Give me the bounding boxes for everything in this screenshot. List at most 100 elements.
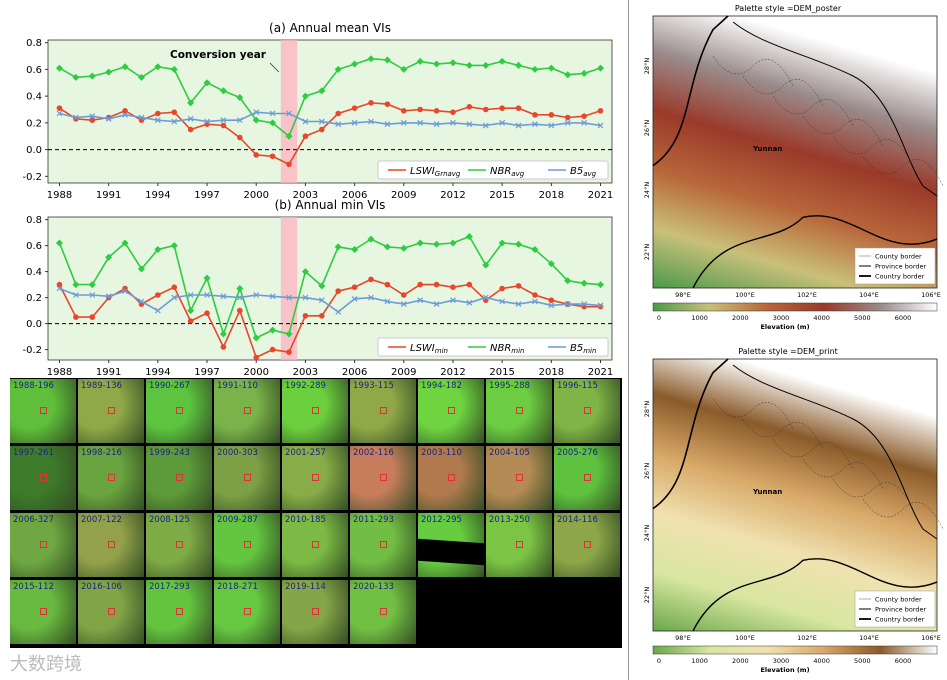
sample-marker (584, 541, 591, 548)
point-b5 (138, 298, 145, 305)
point-b5 (368, 118, 374, 125)
point-lswi (597, 108, 604, 114)
point-nbr (482, 61, 490, 69)
thumbnail-label: 2008-125 (149, 515, 190, 525)
lon-tick-label: 106°E (921, 634, 941, 642)
thumbnail-label: 1990-267 (149, 381, 190, 391)
legend-label: Country border (875, 273, 925, 281)
point-b5 (532, 298, 538, 305)
thumbnail-label: 1993-115 (353, 381, 394, 391)
point-lswi (532, 292, 538, 298)
point-b5 (286, 110, 292, 117)
series-line-lswi (59, 101, 601, 166)
point-nbr (334, 65, 342, 73)
point-lswi (302, 133, 309, 140)
point-nbr (531, 65, 539, 73)
thumbnail-label: 2016-106 (81, 582, 122, 592)
point-lswi (335, 110, 341, 117)
chart-annual-mean: (a) Annual mean VIs -0.2 0.0 0.2 0.4 0.6 0.8 19… (22, 21, 613, 201)
y-tick-label: 0.6 (26, 241, 42, 252)
sample-marker (176, 474, 183, 481)
thumbnail-tile: 2008-125 (146, 513, 212, 577)
thumbnail-label: 1997-261 (13, 448, 54, 458)
lon-tick-label: 98°E (675, 291, 691, 299)
point-nbr (269, 119, 277, 127)
point-lswi (187, 126, 194, 133)
point-lswi (499, 285, 505, 292)
point-nbr (515, 61, 523, 69)
point-b5 (417, 119, 424, 126)
sample-marker (448, 474, 455, 481)
county-border (802, 458, 884, 490)
map-dem-print: Palette style =DEM_print Yunnan 98°E 100°E 1… (643, 347, 944, 674)
y-tick-label: -0.2 (22, 345, 42, 356)
point-lswi (89, 314, 96, 320)
county-border (712, 55, 794, 87)
point-nbr (564, 277, 572, 285)
x-tick-label: 2015 (489, 367, 514, 375)
thumbnail-tile: 2002-116 (350, 446, 416, 510)
point-lswi (482, 106, 489, 113)
point-lswi (237, 307, 243, 314)
thumbnail-tile: 2005-276 (554, 446, 620, 510)
point-nbr (121, 63, 129, 71)
point-b5 (122, 111, 128, 118)
county-border (862, 155, 944, 187)
legend: LSWIGrnavg NBRavg B5avg (377, 160, 609, 180)
point-lswi (548, 297, 555, 303)
point-nbr (564, 71, 572, 79)
y-tick-label: 0.0 (26, 319, 42, 330)
x-tick-label: 2006 (342, 190, 367, 201)
point-b5 (154, 307, 161, 314)
x-tick-label: 1991 (96, 190, 121, 201)
lon-tick-label: 106°E (921, 291, 941, 299)
point-b5 (56, 110, 63, 117)
point-lswi (564, 114, 571, 121)
x-tick-label: 1994 (145, 367, 170, 375)
point-nbr (498, 239, 506, 247)
county-border (862, 498, 944, 530)
point-b5 (236, 294, 243, 301)
point-nbr (105, 68, 113, 76)
point-lswi (351, 105, 358, 111)
y-tick-label: 0.8 (26, 38, 42, 49)
point-nbr (498, 57, 506, 65)
sample-marker (516, 541, 523, 548)
point-b5 (269, 110, 276, 117)
point-lswi (400, 292, 407, 298)
thumbnail-tile: 2019-114 (282, 580, 348, 644)
thumbnail-label: 1989-136 (81, 381, 122, 391)
point-b5 (105, 293, 112, 300)
lat-tick-label: 26°N (643, 120, 651, 137)
point-b5 (72, 292, 79, 298)
y-tick-label: 0.2 (26, 118, 42, 129)
point-nbr (55, 64, 63, 72)
sample-marker (516, 407, 523, 414)
thumbnail-label: 1994-182 (421, 381, 462, 391)
point-b5 (269, 293, 276, 300)
point-nbr (449, 239, 457, 247)
point-lswi (368, 276, 374, 283)
point-lswi (417, 281, 423, 288)
point-nbr (170, 65, 178, 73)
point-nbr (597, 281, 605, 289)
point-nbr (515, 240, 523, 248)
point-b5 (171, 294, 178, 301)
point-nbr (433, 60, 441, 68)
thumbnail-tile: 1988-196 (10, 379, 76, 443)
sample-marker (584, 407, 591, 414)
point-nbr (219, 330, 227, 338)
point-lswi (122, 108, 128, 114)
point-b5 (515, 122, 522, 129)
point-nbr (72, 281, 80, 289)
watermark: 大数跨境 (10, 654, 82, 675)
point-lswi (204, 310, 210, 316)
country-border (692, 558, 938, 632)
thumbnail-label: 2003-110 (421, 448, 462, 458)
point-lswi (187, 318, 194, 324)
point-lswi (581, 113, 587, 119)
point-b5 (548, 122, 555, 129)
point-lswi (319, 126, 325, 133)
colorbar-label: Elevation (m) (760, 323, 809, 331)
legend-label: Province border (875, 606, 927, 614)
